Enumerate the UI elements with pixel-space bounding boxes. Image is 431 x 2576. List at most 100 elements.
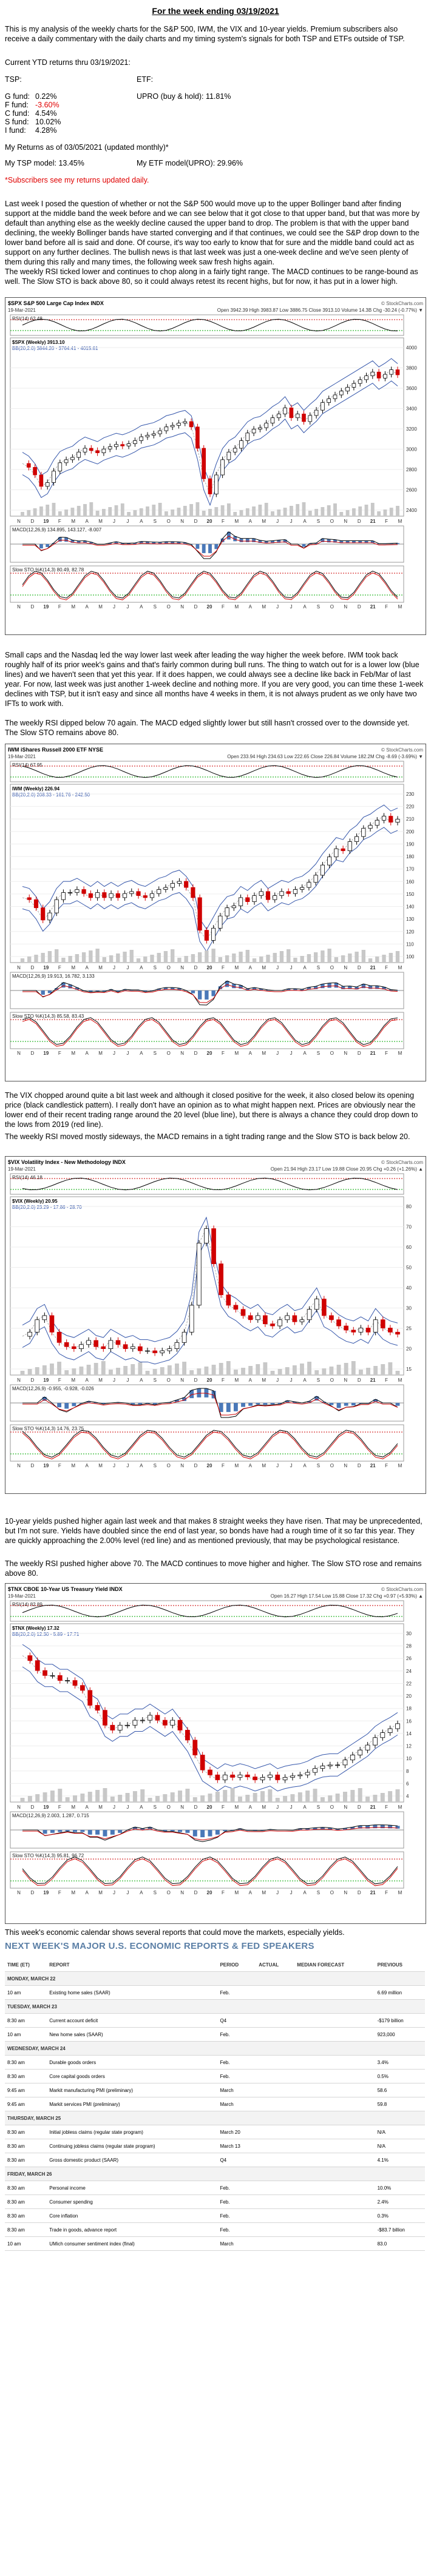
macd-histogram-bar bbox=[202, 544, 206, 553]
macd-histogram-bar bbox=[264, 541, 268, 543]
volume-bar bbox=[27, 1796, 32, 1801]
candle-body bbox=[248, 1315, 253, 1320]
candle-body bbox=[64, 459, 69, 463]
rsi-line bbox=[22, 318, 398, 332]
candle-body bbox=[286, 891, 291, 894]
sto-d-line bbox=[22, 1019, 398, 1047]
calendar-cell bbox=[294, 2194, 375, 2209]
volume-bar bbox=[27, 510, 31, 516]
volume-bar bbox=[191, 954, 195, 962]
candle-body bbox=[320, 1766, 325, 1769]
volume-bar bbox=[123, 1366, 128, 1374]
candle-body bbox=[158, 430, 162, 434]
macd-histogram-bar bbox=[171, 987, 175, 990]
price-tick-label: 140 bbox=[406, 904, 415, 910]
chart-ohlc: Open 16.27 High 17.54 Low 15.88 Close 17… bbox=[271, 1593, 423, 1599]
volume-bar bbox=[79, 1367, 84, 1374]
candle-body bbox=[220, 459, 225, 476]
volume-bar bbox=[143, 957, 148, 962]
candle-body bbox=[72, 1680, 78, 1686]
volume-bar bbox=[177, 508, 181, 516]
volume-bar bbox=[233, 512, 237, 516]
macd-histogram-bar bbox=[292, 1402, 297, 1403]
chart-watermark: © StockCharts.com bbox=[381, 1160, 423, 1165]
macd-histogram-bar bbox=[373, 1399, 378, 1402]
month-tick-label: N bbox=[17, 1890, 21, 1895]
calendar-cell: Current account deficit bbox=[47, 2013, 218, 2028]
candle-body bbox=[321, 1299, 327, 1316]
volume-bar bbox=[41, 953, 45, 962]
candle-body bbox=[174, 1342, 180, 1349]
volume-bar bbox=[114, 505, 118, 516]
volume-bar bbox=[64, 509, 69, 516]
price-tick-label: 110 bbox=[406, 941, 414, 947]
macd-histogram-bar bbox=[327, 539, 331, 543]
calendar-cell: -$179 billion bbox=[375, 2013, 425, 2028]
month-tick-label: D bbox=[358, 519, 361, 524]
month-tick-label: J bbox=[113, 1051, 115, 1056]
volume-bar bbox=[204, 1367, 209, 1374]
macd-histogram-bar bbox=[336, 1403, 341, 1408]
calendar-day-label: THURSDAY, MARCH 25 bbox=[5, 2111, 425, 2125]
volume-bar bbox=[345, 510, 350, 516]
month-tick-label: N bbox=[180, 1463, 184, 1468]
month-tick-label: F bbox=[222, 1890, 225, 1895]
candle-body bbox=[42, 1670, 47, 1676]
macd-histogram-bar bbox=[342, 1828, 347, 1830]
macd-histogram-bar bbox=[65, 1830, 70, 1831]
volume-bar bbox=[175, 1364, 179, 1374]
month-tick-label: O bbox=[330, 965, 334, 970]
macd-histogram-bar bbox=[233, 536, 237, 542]
macd-histogram-bar bbox=[314, 1396, 319, 1401]
candle-body bbox=[365, 1328, 371, 1333]
month-tick-label: A bbox=[85, 965, 89, 970]
volume-bar bbox=[127, 512, 131, 516]
macd-histogram-bar bbox=[252, 538, 256, 542]
volume-bar bbox=[20, 1371, 25, 1374]
candle-body bbox=[27, 897, 32, 900]
volume-bar bbox=[268, 1789, 273, 1801]
calendar-cell bbox=[256, 2125, 295, 2139]
candle-body bbox=[57, 1675, 63, 1681]
volume-bar bbox=[95, 949, 100, 962]
macd-histogram-bar bbox=[175, 1400, 179, 1402]
candle-body bbox=[120, 444, 125, 446]
volume-bar bbox=[351, 1361, 356, 1374]
calendar-report-row: 8:30 am Consumer spending Feb. 2.4% bbox=[5, 2194, 425, 2209]
calendar-cell bbox=[294, 2125, 375, 2139]
month-tick-label: N bbox=[180, 604, 184, 610]
candle-body bbox=[102, 892, 107, 898]
month-tick-label: O bbox=[167, 1463, 171, 1468]
tnx-weekly-chart: $TNX CBOE 10-Year US Treasury Yield INDX… bbox=[5, 1583, 426, 1924]
month-tick-label: J bbox=[113, 1377, 115, 1383]
candle-body bbox=[151, 433, 156, 436]
month-tick-label: O bbox=[167, 1377, 171, 1383]
month-tick-label: S bbox=[317, 604, 320, 610]
month-tick-label: 20 bbox=[207, 1804, 212, 1810]
candle-body bbox=[279, 891, 284, 896]
volume-bar bbox=[136, 958, 141, 962]
month-tick-label: 19 bbox=[43, 604, 49, 610]
bollinger-label: BB(20,2.0) 208.33 - 161.76 - 242.50 bbox=[12, 792, 90, 798]
month-tick-label: M bbox=[235, 1463, 239, 1468]
candle-body bbox=[395, 819, 400, 823]
candle-body bbox=[314, 1299, 319, 1310]
chart-date: 19-Mar-2021 bbox=[8, 754, 36, 759]
tsp-label: TSP: bbox=[5, 75, 22, 84]
calendar-cell bbox=[256, 1985, 295, 2000]
month-tick-label: N bbox=[17, 1804, 21, 1810]
candle-body bbox=[230, 1774, 235, 1778]
macd-label: MACD(12,26,9) 2.003, 1.287, 0.715 bbox=[12, 1813, 89, 1818]
macd-histogram-bar bbox=[341, 986, 345, 989]
volume-bar bbox=[139, 508, 143, 516]
candle-body bbox=[335, 1764, 341, 1766]
candle-body bbox=[81, 889, 86, 894]
candle-body bbox=[239, 440, 243, 449]
candle-body bbox=[263, 1315, 268, 1325]
calendar-cell bbox=[294, 2181, 375, 2195]
volume-bar bbox=[195, 502, 200, 516]
candle-body bbox=[375, 819, 379, 826]
volume-bar bbox=[123, 952, 127, 962]
volume-bar bbox=[307, 954, 311, 962]
macd-histogram-bar bbox=[110, 1830, 115, 1835]
